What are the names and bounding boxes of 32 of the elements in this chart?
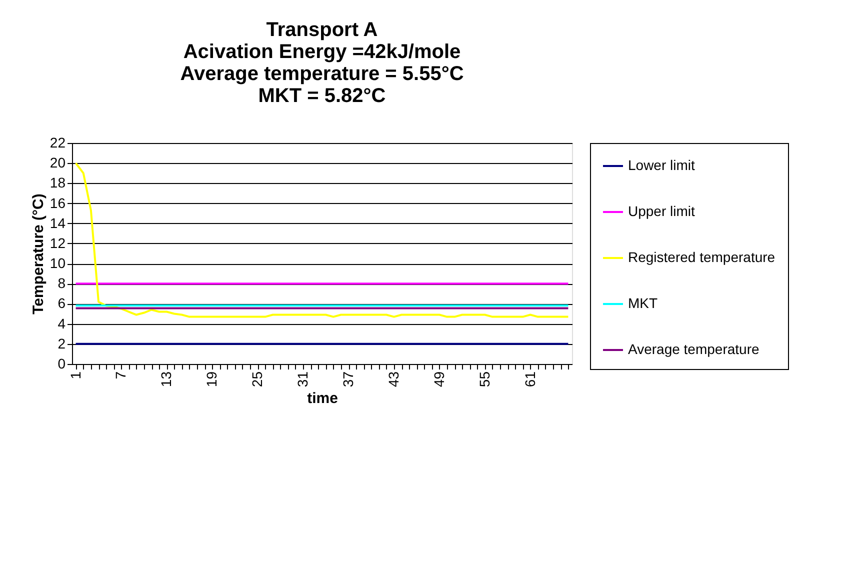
y-tick-label: 20 bbox=[50, 154, 66, 171]
y-axis-title: Temperature (°C) bbox=[30, 194, 47, 314]
x-tick-label: 19 bbox=[204, 371, 220, 388]
legend-label: MKT bbox=[628, 295, 658, 311]
x-tick-label: 61 bbox=[522, 371, 538, 388]
y-tick-label: 0 bbox=[58, 356, 66, 372]
y-tick-label: 22 bbox=[50, 134, 66, 150]
y-tick-label: 12 bbox=[50, 234, 66, 251]
x-tick-label: 25 bbox=[249, 371, 266, 388]
legend-label: Lower limit bbox=[628, 157, 696, 173]
legend-label: Average temperature bbox=[628, 341, 760, 357]
y-tick-label: 10 bbox=[50, 255, 66, 272]
y-tick-label: 18 bbox=[50, 174, 66, 191]
legend-label: Registered temperature bbox=[628, 249, 776, 265]
x-axis-title: time bbox=[307, 390, 338, 408]
x-tick-label: 7 bbox=[112, 371, 129, 380]
y-tick-label: 6 bbox=[58, 295, 66, 312]
y-tick-label: 14 bbox=[50, 214, 66, 231]
y-tick-label: 2 bbox=[58, 335, 66, 352]
x-tick-label: 31 bbox=[294, 371, 311, 388]
x-tick-label: 49 bbox=[430, 371, 447, 388]
x-tick-label: 55 bbox=[476, 371, 492, 388]
x-tick-label: 1 bbox=[67, 371, 84, 380]
y-tick-label: 8 bbox=[58, 275, 66, 292]
legend-label: Upper limit bbox=[628, 203, 696, 219]
x-tick-label: 13 bbox=[158, 371, 174, 388]
y-tick-label: 4 bbox=[58, 315, 66, 332]
chart-title: Transport A Acivation Energy =42kJ/mole Average temperature = 5.55°C MKT = 5.82°C bbox=[180, 19, 464, 107]
x-tick-label: 37 bbox=[340, 371, 356, 388]
y-tick-label: 16 bbox=[50, 194, 66, 211]
x-tick-label: 43 bbox=[385, 371, 402, 388]
line-series bbox=[74, 162, 570, 318]
